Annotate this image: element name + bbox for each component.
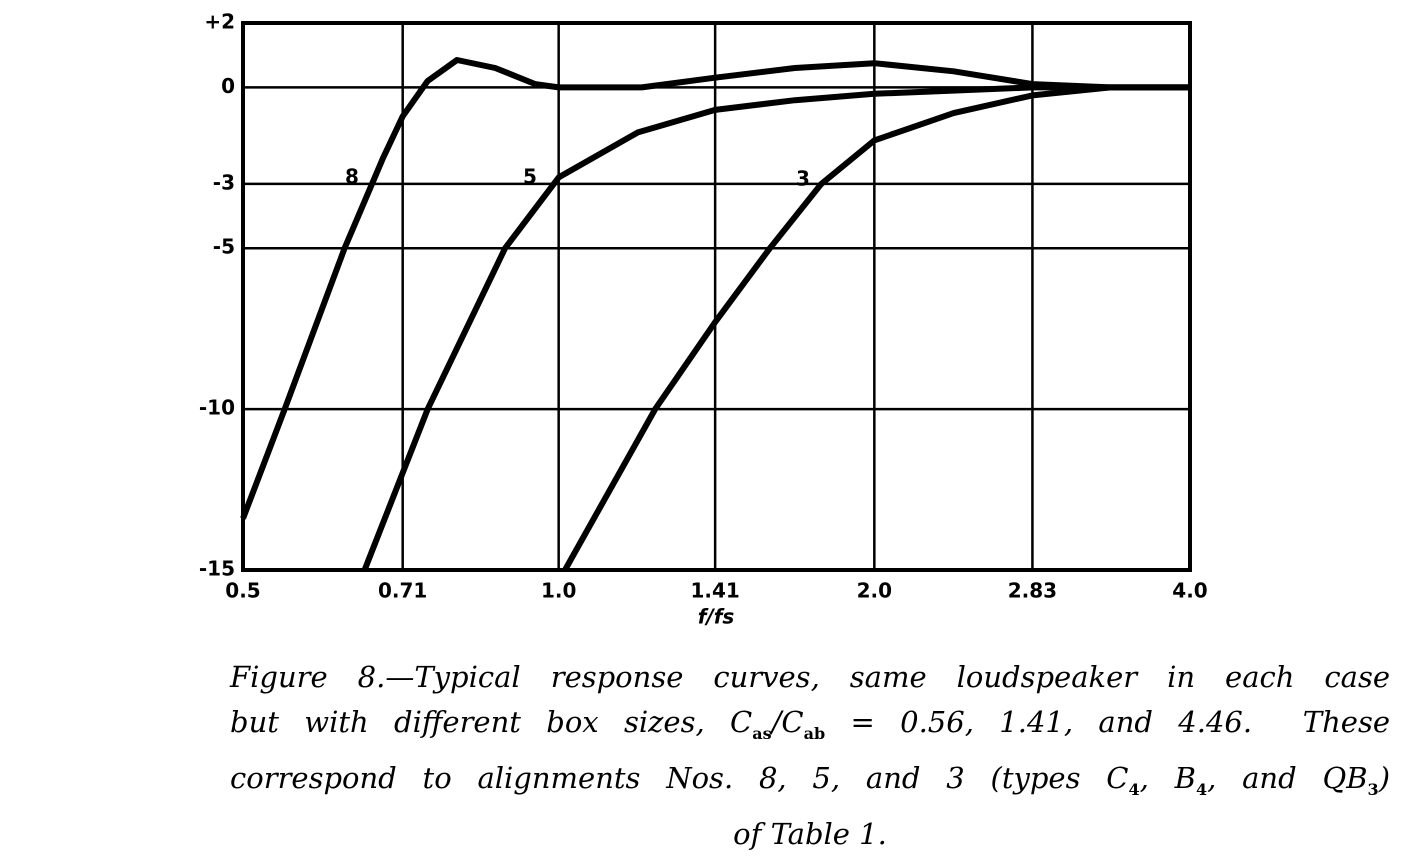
- y-tick-label: -10: [199, 396, 235, 420]
- caption-text: , and QB: [1207, 760, 1368, 795]
- caption-subscript: ab: [803, 723, 826, 743]
- x-tick-label: 0.71: [378, 579, 427, 603]
- caption-text: , B: [1139, 760, 1196, 795]
- x-axis-label: f/fs: [698, 605, 735, 629]
- caption-text: ): [1378, 760, 1391, 795]
- y-tick-label: 0: [221, 74, 235, 98]
- curve-label: 8: [345, 165, 359, 189]
- x-tick-label: 1.0: [541, 579, 576, 603]
- y-tick-label: -15: [199, 557, 235, 581]
- response-curve: [361, 84, 1190, 572]
- response-curve: [240, 57, 1190, 520]
- caption-text: of Table 1.: [733, 816, 887, 851]
- x-tick-label: 2.83: [1008, 579, 1057, 603]
- x-tick-label: 2.0: [857, 579, 892, 603]
- y-tick-label: +2: [204, 10, 235, 34]
- caption-line: but with different box sizes, Cas/Cab = …: [230, 700, 1390, 756]
- caption-text: = 0.56, 1.41, and 4.46. These: [825, 705, 1390, 739]
- y-tick-label: -3: [213, 170, 235, 194]
- response-curve: [562, 84, 1190, 572]
- caption-line: Figure 8.—Typical response curves, same …: [230, 655, 1390, 700]
- caption-text: but with different box sizes, C: [230, 705, 753, 739]
- caption-subscript: 4: [1195, 779, 1208, 799]
- caption-text: Figure 8.—Typical response curves, same …: [230, 660, 1390, 694]
- y-tick-label: -5: [213, 235, 235, 259]
- x-tick-label: 0.5: [225, 579, 260, 603]
- caption: Figure 8.—Typical response curves, same …: [230, 655, 1390, 857]
- caption-line: correspond to alignments Nos. 8, 5, and …: [230, 756, 1390, 812]
- x-tick-label: 1.41: [690, 579, 739, 603]
- curve-label: 3: [796, 167, 810, 191]
- caption-subscript: as: [752, 723, 772, 743]
- caption-subscript: 3: [1367, 779, 1379, 799]
- caption-line: of Table 1.: [230, 812, 1390, 857]
- x-tick-label: 4.0: [1172, 579, 1207, 603]
- caption-text: /C: [771, 705, 804, 739]
- curve-label: 5: [523, 165, 537, 189]
- plot-frame: [241, 21, 1192, 572]
- caption-subscript: 4: [1128, 779, 1140, 799]
- caption-text: correspond to alignments Nos. 8, 5, and …: [230, 760, 1129, 795]
- chart: f/fs +2 0 -3 -5 -10 -150.5 0.71 1.0 1.41 2.0 2.83 4…: [199, 10, 1208, 629]
